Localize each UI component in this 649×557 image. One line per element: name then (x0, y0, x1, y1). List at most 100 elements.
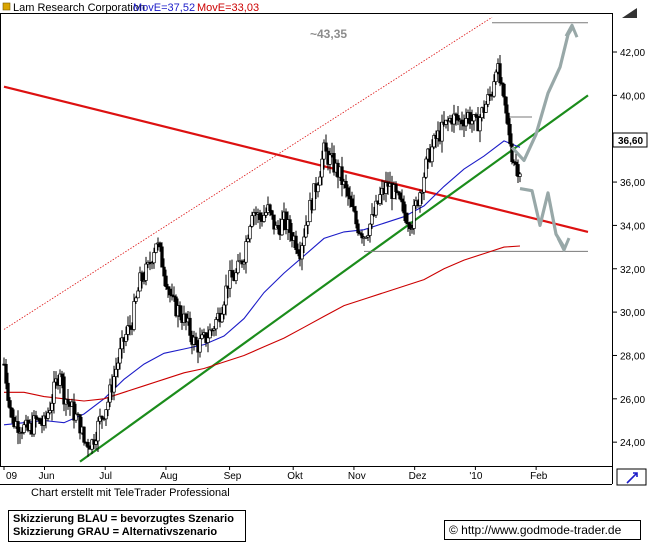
last-price-tag (612, 132, 648, 148)
price-candle (456, 115, 460, 121)
price-candle (354, 210, 358, 225)
price-candle (402, 201, 406, 214)
price-candle (150, 262, 154, 265)
price-candle (72, 401, 76, 421)
price-candle (400, 198, 404, 203)
corner-settings-button[interactable] (616, 468, 647, 486)
scenario-grey-path (519, 187, 566, 248)
price-candle (214, 319, 218, 330)
price-candle (58, 373, 62, 386)
price-candle (430, 146, 434, 163)
price-candle (288, 219, 292, 233)
price-candle (406, 222, 410, 225)
price-candle (350, 198, 354, 207)
price-candle (50, 402, 54, 411)
x-tick-label: Nov (348, 471, 366, 482)
x-tick-label: Feb (530, 471, 548, 482)
price-candle (242, 261, 246, 265)
price-candle (22, 424, 26, 433)
price-candle (276, 225, 280, 228)
plot-frame (0, 13, 613, 467)
price-candle (118, 348, 122, 364)
price-candle (106, 401, 110, 411)
price-candle (132, 301, 136, 330)
price-candle (194, 336, 198, 345)
price-candle (198, 338, 202, 353)
price-candle (312, 183, 316, 211)
price-candle (356, 223, 360, 234)
price-candle (460, 119, 464, 125)
price-candle (308, 199, 312, 223)
corner-scroll-icon[interactable] (622, 8, 637, 18)
price-candle (32, 415, 36, 435)
price-candle (38, 418, 42, 424)
y-tick-label: 30,00 (620, 308, 645, 319)
price-candle (294, 235, 298, 250)
price-candle (340, 166, 344, 185)
price-candle (324, 142, 328, 152)
chart-title: Lam Research Corporation (13, 2, 145, 14)
price-candle (472, 114, 476, 122)
price-candle (394, 184, 398, 193)
source-url[interactable]: © http://www.godmode-trader.de (444, 520, 641, 540)
price-candle (280, 218, 284, 236)
price-candle (140, 272, 144, 282)
price-candle (514, 161, 518, 165)
price-candle (114, 368, 118, 377)
price-candle (518, 173, 522, 177)
price-candle (478, 117, 482, 132)
y-tick-label: 36,00 (620, 178, 645, 189)
price-candle (164, 275, 168, 287)
price-candle (424, 158, 428, 178)
price-candle (10, 407, 14, 418)
price-candle (498, 63, 502, 84)
price-candle (268, 204, 272, 212)
price-candle (100, 415, 104, 419)
price-candle (474, 114, 478, 117)
price-candle (188, 317, 192, 336)
x-tick-label: Dez (409, 471, 427, 482)
y-tick-label: 26,00 (620, 395, 645, 406)
price-candle (108, 384, 112, 403)
price-candle (142, 280, 146, 282)
price-candle (138, 272, 142, 292)
x-tick-label: Jul (99, 471, 112, 482)
price-candle (86, 442, 90, 448)
price-candle (82, 426, 86, 443)
moving-average-red (4, 245, 521, 402)
legend-blue-ma: MovE=37,52 (133, 2, 195, 14)
price-candle (508, 124, 512, 145)
price-candle (422, 176, 426, 193)
price-candle (328, 154, 332, 165)
price-candle (504, 96, 508, 114)
price-candle (358, 232, 362, 235)
x-tick-label: 09 (6, 471, 18, 482)
price-candle (516, 164, 520, 177)
price-candle (370, 214, 374, 225)
price-candle (94, 440, 98, 445)
scenario-legend: Skizzierung BLAU = bevorzugtes Szenario … (8, 510, 246, 542)
price-candle (464, 118, 468, 127)
price-candle (420, 191, 424, 194)
price-candle (500, 82, 504, 85)
price-candle (374, 200, 378, 216)
x-tick-label: Okt (287, 471, 303, 482)
moving-average-blue (3, 140, 521, 426)
price-candle (152, 252, 156, 264)
price-candle (96, 420, 100, 442)
price-candle (6, 382, 10, 401)
price-candle (52, 381, 56, 404)
price-candle (246, 238, 250, 242)
price-candle (112, 376, 116, 393)
x-tick-label: Aug (160, 471, 178, 482)
price-candle (320, 158, 324, 178)
price-candle (126, 325, 130, 335)
price-candle (316, 184, 320, 193)
price-candle (360, 233, 364, 239)
price-candle (222, 304, 226, 315)
price-candle (46, 412, 50, 419)
price-candle (368, 223, 372, 236)
price-candle (306, 221, 310, 226)
price-candle (366, 235, 370, 238)
